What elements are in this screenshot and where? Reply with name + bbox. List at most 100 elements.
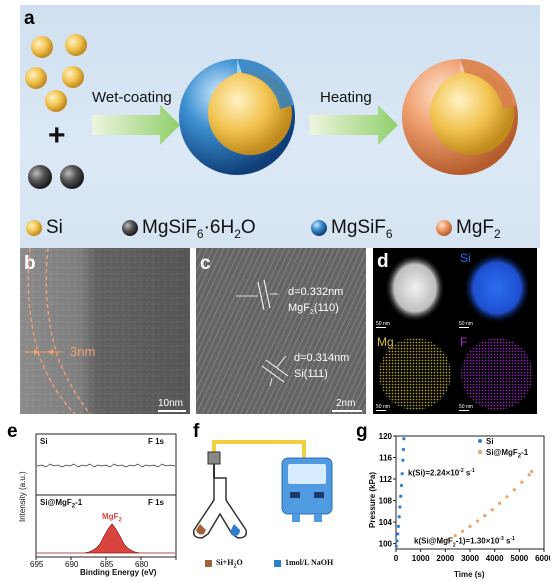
xps-si-trace (36, 463, 176, 468)
panel-a-label: a (24, 8, 35, 29)
panel-c-label: c (200, 253, 211, 274)
scale-bar (332, 410, 362, 412)
data-point-series-0 (399, 494, 403, 498)
x-tick: 695 (30, 560, 44, 569)
data-point-series-1 (446, 537, 450, 541)
x-tick-label: 6000 (535, 554, 550, 563)
data-point-series-0 (401, 447, 405, 452)
hrtem-image-c (196, 248, 366, 414)
si-core (208, 71, 292, 155)
scale-bar (376, 410, 386, 411)
y-axis-label: Pressure (kPa) (368, 471, 377, 528)
legend-si-label: Si (46, 217, 63, 238)
plane-si: Si(111) (294, 368, 328, 380)
data-point-series-0 (398, 505, 402, 509)
data-point-series-0 (394, 544, 398, 548)
panel-f-apparatus (192, 440, 333, 539)
map-f-label: F (460, 335, 468, 349)
si-particle (62, 66, 84, 88)
arrow-heating (310, 105, 398, 145)
x-tick-label: 0 (394, 554, 399, 563)
scale-label: 2nm (336, 398, 356, 409)
panel-e-label: e (7, 421, 18, 442)
mgsif6-hydrate-particle (28, 165, 52, 189)
legend-simgf2-label: Si@MgF2-1 (486, 448, 529, 460)
scale-bar (459, 327, 469, 328)
scale-label: 10nm (158, 398, 184, 409)
naoh-liquid (230, 524, 240, 536)
panel-b-label: b (24, 253, 36, 274)
si-particle (45, 90, 67, 112)
data-point-series-0 (397, 515, 401, 519)
x-tick: 685 (100, 560, 114, 569)
si-core (430, 71, 514, 155)
y-tick-label: 120 (379, 432, 393, 441)
data-point-series-1 (498, 501, 502, 505)
y-tick-label: 108 (379, 497, 393, 506)
mgsif6-hydrate-particle (60, 165, 84, 189)
data-point-series-1 (527, 473, 531, 477)
x-tick-label: 1000 (412, 554, 430, 563)
map-mg-label: Mg (377, 335, 394, 349)
eds-maps (373, 248, 537, 414)
data-point-series-1 (483, 514, 487, 518)
rate-annotation-simgf2: k(Si@MgF2-1)=1.30×10-3 s-1 (414, 536, 515, 549)
legend-si-water-label: Si+H2O (216, 558, 243, 570)
legend-si-marker (26, 220, 42, 236)
x-axis-label: Binding Energy (eV) (80, 568, 157, 577)
trace-simgf2-label: Si@MgF2-1 (40, 498, 83, 510)
legend-si-marker (478, 439, 482, 443)
legend-mgsif6-marker (311, 220, 327, 236)
plane-mgf2: MgF2(110) (288, 302, 339, 317)
tem-image-b (20, 248, 190, 414)
x-axis-label: Time (s) (454, 570, 485, 579)
arrow-wet-coating (92, 105, 180, 145)
trace-si-f1s-label: F 1s (148, 437, 165, 446)
si-particle (65, 34, 87, 56)
data-point-series-1 (475, 519, 479, 523)
data-point-series-0 (401, 458, 405, 462)
schematic-drawing: + (25, 34, 518, 236)
plus-sign: + (48, 119, 66, 152)
valve (207, 451, 221, 465)
map-si-label: Si (460, 251, 471, 265)
y-axis-label: Intensity (a.u.) (18, 471, 27, 522)
scale-bar (158, 410, 186, 412)
x-tick: 680 (135, 560, 149, 569)
xps-mgf2-peak (37, 523, 175, 554)
legend-naoh-label: 1mol/L NaOH (285, 558, 334, 567)
peak-label-mgf2: MgF2 (102, 512, 122, 524)
y-tick-label: 100 (379, 540, 393, 549)
data-point-series-0 (395, 539, 399, 543)
x-tick-label: 5000 (510, 554, 528, 563)
trace-simgf2-f1s-label: F 1s (148, 498, 165, 507)
data-point-series-1 (438, 540, 442, 544)
data-point-series-1 (453, 533, 457, 538)
si-particle (31, 36, 53, 58)
legend-mgf2-marker (436, 220, 452, 236)
data-point-series-1 (505, 495, 509, 499)
gas-tube (212, 440, 306, 458)
si-water-liquid (196, 524, 206, 535)
scale-label: 50 nm (459, 321, 473, 327)
x-tick: 690 (65, 560, 79, 569)
legend-naoh-marker (274, 560, 281, 567)
panel-c-hrtem: c d=0.332nm MgF2(110) d=0.314nm Si(111) … (196, 248, 366, 414)
legend-mgf2-label: MgF2 (456, 217, 501, 241)
data-point-series-0 (400, 472, 404, 476)
legend-simgf2-marker (478, 450, 482, 454)
panel-g-label: g (356, 421, 368, 442)
y-tube-vessel (192, 477, 248, 539)
data-point-series-0 (396, 532, 400, 536)
y-tick-label: 112 (379, 475, 392, 484)
d-spacing-mgf2: d=0.332nm (288, 286, 344, 298)
x-tick-label: 4000 (486, 554, 504, 563)
scale-label: 50 nm (459, 404, 473, 410)
panel-a-schematic: a (20, 5, 540, 248)
x-tick-label: 3000 (461, 554, 479, 563)
data-point-series-1 (520, 480, 524, 484)
trace-si-label: Si (40, 437, 48, 446)
d-spacing-si: d=0.314nm (294, 352, 350, 364)
y-tick-label: 104 (379, 518, 393, 527)
legend-mgsif6-label: MgSiF6 (331, 217, 393, 241)
